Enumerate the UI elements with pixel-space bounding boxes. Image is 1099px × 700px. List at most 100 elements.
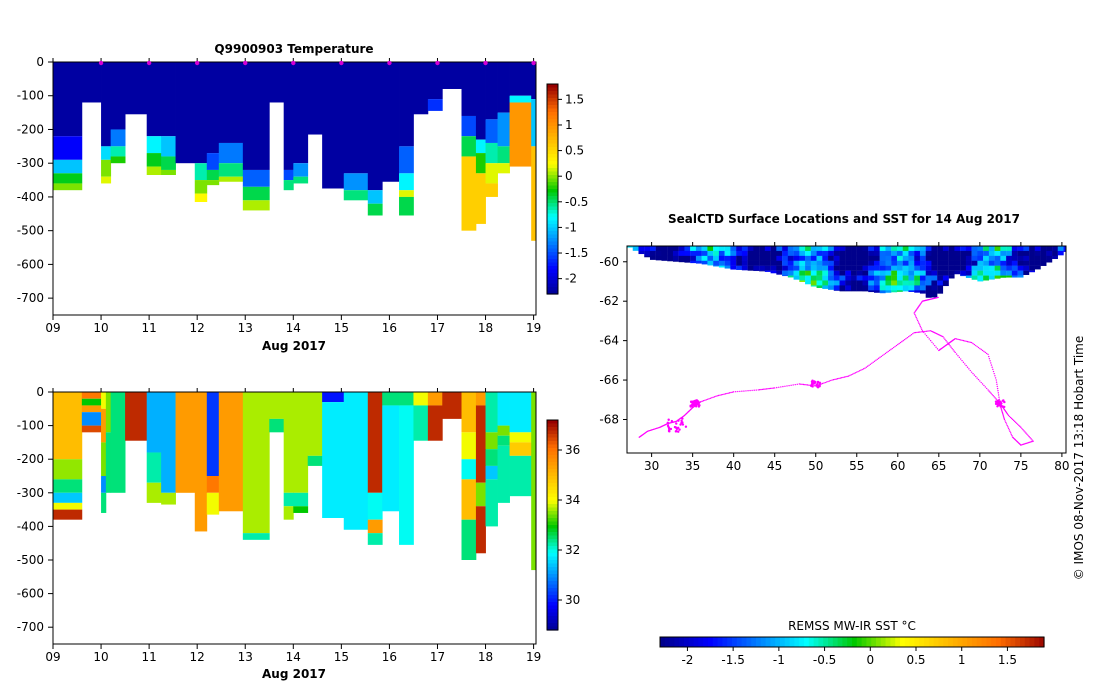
seal-track-point — [992, 394, 994, 397]
seal-track-point — [916, 319, 919, 322]
sst-cell — [713, 260, 720, 266]
sst-cell — [845, 285, 852, 291]
seal-track-point — [970, 371, 973, 373]
temperature-axes: 09 10 11 12 13 14 15 16 17 18 19 0 -100 -200 -300 -400 -… — [17, 55, 541, 335]
colorbar-step — [547, 525, 558, 530]
colorbar-tick-label: 30 — [565, 593, 580, 607]
profile-band — [475, 392, 486, 406]
seal-track-point — [991, 393, 993, 396]
sst-cell — [994, 265, 1001, 271]
seal-track-point — [918, 331, 921, 333]
profile-band — [509, 62, 532, 96]
sst-cell — [868, 280, 875, 286]
sst-cell — [816, 246, 823, 252]
sst-cell — [684, 246, 691, 252]
sst-cell — [873, 275, 880, 281]
sst-cell — [753, 246, 760, 252]
colorbar-tick-label: 0 — [565, 169, 573, 183]
sst-cell — [793, 265, 800, 271]
y-tick-label: -700 — [17, 291, 44, 305]
seal-track-point — [717, 394, 720, 397]
profile-band — [110, 62, 126, 130]
sst-cell — [1023, 255, 1030, 261]
seal-track-point — [1007, 413, 1009, 416]
seal-track-point — [927, 330, 929, 332]
seal-track-point — [701, 400, 703, 402]
sst-colorbar-step — [928, 637, 935, 647]
sst-cell — [994, 270, 1001, 276]
profile-band — [399, 62, 414, 147]
colorbar-step — [547, 500, 558, 505]
profile-marker — [339, 60, 344, 66]
sst-cell — [695, 255, 702, 261]
colorbar-step — [547, 423, 558, 428]
seal-track-point — [1011, 435, 1013, 437]
x-tick-label: 15 — [334, 321, 349, 335]
sst-cell — [822, 285, 829, 289]
seal-track-point — [946, 341, 948, 343]
profile-band — [497, 112, 510, 147]
profile-band — [461, 459, 477, 480]
seal-track-point — [1031, 439, 1033, 441]
seal-location-point — [681, 423, 685, 426]
seal-location-point — [694, 405, 698, 408]
sst-cell — [810, 270, 817, 276]
profile-band — [53, 492, 83, 503]
seal-track-point — [763, 388, 765, 390]
sst-colorbar-tick-label: -1 — [773, 653, 785, 667]
profile-band — [293, 163, 309, 177]
profile-band — [101, 392, 107, 409]
seal-track-point — [997, 394, 1000, 396]
sst-cell — [942, 270, 949, 276]
profile-band — [399, 173, 414, 191]
seal-track-point — [1022, 428, 1024, 431]
seal-track-point — [719, 394, 721, 396]
sst-cell — [896, 260, 903, 266]
colorbar-tick-label: -1.5 — [565, 246, 588, 260]
seal-track-point — [932, 343, 935, 345]
sst-cell — [931, 295, 938, 298]
colorbar-step — [547, 584, 558, 589]
sst-cell — [839, 285, 846, 291]
seal-track-point — [921, 328, 923, 330]
sst-cell — [649, 246, 656, 252]
seal-track-point — [985, 352, 988, 355]
sst-colorbar-step — [1039, 637, 1045, 647]
x-tick-label: 09 — [45, 650, 60, 664]
x-tick-label: 10 — [93, 650, 108, 664]
sst-cell — [816, 285, 823, 288]
sst-cell — [736, 265, 743, 270]
seal-track-point — [873, 360, 876, 363]
sst-cell — [942, 280, 949, 286]
sst-cell — [862, 255, 869, 261]
seal-track-point — [786, 385, 788, 387]
sst-cell — [896, 290, 903, 292]
sst-cell — [856, 275, 863, 281]
sst-cell — [724, 260, 731, 266]
colorbar-step — [547, 553, 558, 558]
colorbar-tick-label: 32 — [565, 543, 580, 557]
sst-cell — [954, 255, 961, 261]
seal-track-point — [788, 384, 790, 387]
seal-track-point — [834, 378, 836, 381]
profile-band — [206, 476, 220, 493]
sst-colorbar-step — [981, 637, 987, 647]
seal-track-point — [958, 338, 961, 341]
seal-track-point — [1003, 416, 1005, 418]
sst-cell — [672, 260, 679, 262]
seal-track-point — [877, 357, 880, 360]
seal-track-point — [804, 383, 806, 386]
profile-band — [343, 190, 369, 201]
seal-track-point — [925, 330, 928, 332]
sst-cell — [885, 250, 892, 257]
sst-cell — [787, 250, 794, 257]
seal-track-point — [924, 333, 926, 335]
colorbar-step — [547, 514, 558, 519]
colorbar-step — [547, 266, 558, 271]
profile-band — [293, 506, 309, 513]
sst-cell — [747, 260, 754, 266]
profile-band — [81, 412, 102, 426]
colorbar-step — [547, 213, 558, 218]
sst-cell — [828, 280, 834, 286]
sst-cell — [948, 255, 955, 261]
